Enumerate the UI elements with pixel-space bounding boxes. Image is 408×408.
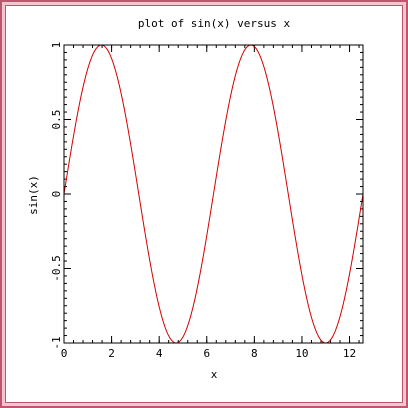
y-tick-label: 1: [50, 42, 63, 49]
x-tick-label: 4: [156, 347, 163, 360]
plot-area: [63, 44, 364, 344]
series-line-sin: [63, 44, 364, 344]
y-tick-label: 0: [50, 191, 63, 198]
x-tick-label: 2: [108, 347, 115, 360]
y-tick-label: 0.5: [50, 110, 63, 130]
x-tick-label: 0: [61, 347, 68, 360]
x-tick-label: 12: [343, 347, 356, 360]
x-axis-label: x: [211, 368, 218, 381]
tick-labels: 0 2 4 6 8 10 12 -1 -0.5 0 0.5 1: [50, 42, 356, 360]
x-tick-label: 10: [295, 347, 308, 360]
y-tick-label: -1: [50, 336, 63, 349]
x-tick-label: 6: [203, 347, 210, 360]
y-tick-label: -0.5: [50, 255, 63, 282]
x-tick-label: 8: [251, 347, 258, 360]
chart-title: plot of sin(x) versus x: [138, 17, 291, 30]
y-axis-label: sin(x): [27, 175, 40, 215]
